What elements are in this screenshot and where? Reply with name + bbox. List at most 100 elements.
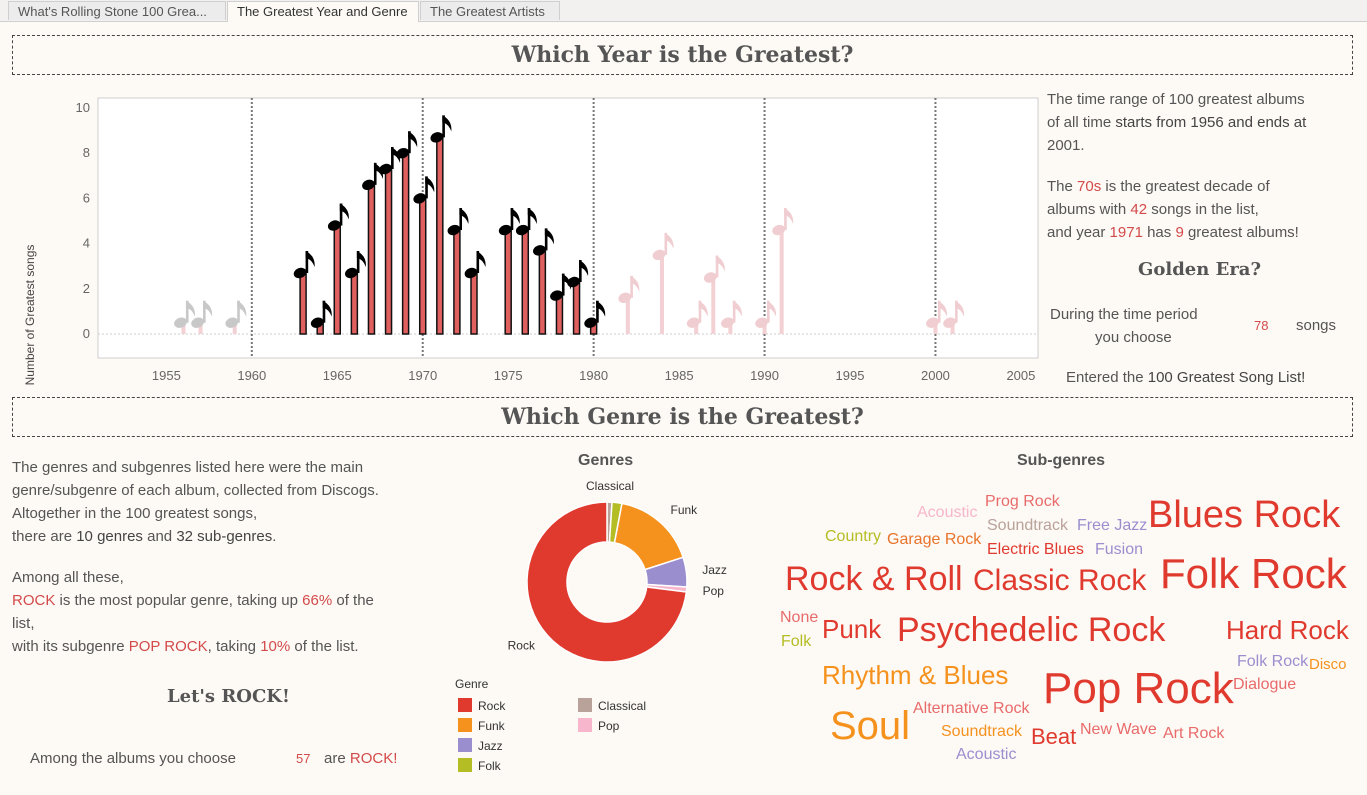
legend-item-pop[interactable]: Pop — [578, 718, 619, 734]
y-tick-label: 4 — [83, 236, 90, 251]
subgenre-word[interactable]: Classic Rock — [973, 564, 1147, 597]
legend-swatch — [458, 718, 472, 732]
subgenre-word[interactable]: Art Rock — [1163, 725, 1225, 742]
subgenre-word[interactable]: Disco — [1309, 656, 1347, 673]
year-chart: Number of Greatest songs 0 2 4 6 8 10 1955 1960… — [23, 97, 1039, 386]
year-bar-1972[interactable] — [446, 208, 469, 335]
subgenre-word[interactable]: Hard Rock — [1226, 615, 1349, 645]
subgenre-word[interactable]: Acoustic — [956, 746, 1017, 763]
subgenre-word[interactable]: Free Jazz — [1077, 517, 1148, 534]
subgenre-word[interactable]: Folk — [781, 633, 812, 650]
year-bar-1976[interactable] — [514, 208, 537, 335]
year-bar-1977[interactable] — [532, 228, 554, 335]
intro-line-2: genre/subgenre of each album, collected … — [12, 482, 379, 499]
intro-line-3: Altogether in the 100 greatest songs, — [12, 505, 258, 522]
subgenre-word[interactable]: Rock & Roll — [785, 560, 963, 598]
y-tick-label: 2 — [83, 281, 90, 296]
legend-item-folk[interactable]: Folk — [458, 758, 501, 774]
donut-label-funk: Funk — [670, 503, 698, 517]
year-bar-2001[interactable] — [942, 300, 965, 334]
year-bar-1966[interactable] — [344, 250, 366, 335]
subgenre-word[interactable]: Soundtrack — [987, 517, 1068, 534]
tab-artists[interactable]: The Greatest Artists — [420, 1, 560, 20]
year-bar-1979[interactable] — [566, 260, 589, 335]
subgenre-word[interactable]: None — [780, 609, 819, 626]
year-bar-1987[interactable] — [702, 255, 725, 335]
year-bar-1957[interactable] — [190, 300, 213, 334]
genres-donut-chart: Classical Funk Jazz Pop Rock — [508, 479, 727, 663]
donut-label-classical: Classical — [586, 479, 634, 493]
year-bar-1991[interactable] — [771, 208, 794, 334]
subgenre-word[interactable]: Psychedelic Rock — [897, 611, 1166, 649]
year-bar-1971[interactable] — [429, 115, 452, 335]
legend-item-classical[interactable]: Classical — [578, 698, 646, 714]
intro-line-5: Among all these, — [12, 569, 124, 586]
year-bar-1968[interactable] — [378, 147, 401, 335]
legend-swatch — [458, 698, 472, 712]
year-bar-1967[interactable] — [361, 162, 384, 335]
subgenre-word[interactable]: Alternative Rock — [913, 700, 1030, 717]
year-bar-1973[interactable] — [463, 250, 486, 335]
year-bar-1980[interactable] — [583, 300, 606, 335]
legend-item-funk[interactable]: Funk — [458, 718, 505, 734]
year-bar-1964[interactable] — [309, 300, 332, 335]
tab-year-genre[interactable]: The Greatest Year and Genre — [227, 1, 419, 22]
x-tick-label: 1990 — [750, 368, 779, 383]
x-tick-label: 1965 — [323, 368, 352, 383]
golden-era-line-1: During the time period — [1050, 306, 1198, 323]
y-tick-label: 8 — [83, 145, 90, 160]
donut-slice-rock[interactable] — [526, 501, 688, 663]
year-bar-1975[interactable] — [497, 208, 520, 335]
x-tick-label: 1975 — [494, 368, 523, 383]
lets-rock-title: Let's ROCK! — [167, 686, 290, 707]
year-bar-1963[interactable] — [292, 250, 315, 335]
year-bar-1984[interactable] — [651, 232, 674, 334]
subgenre-word[interactable]: Beat — [1031, 724, 1077, 749]
subgenre-word[interactable]: Pop Rock — [1043, 664, 1234, 713]
subgenre-word[interactable]: New Wave — [1080, 721, 1157, 738]
legend-label: Pop — [598, 719, 620, 733]
legend-item-jazz[interactable]: Jazz — [458, 738, 503, 754]
x-tick-label: 1955 — [152, 368, 181, 383]
donut-label-pop: Pop — [703, 584, 725, 598]
legend-item-rock[interactable]: Rock — [458, 698, 505, 714]
y-axis-label: Number of Greatest songs — [23, 245, 37, 386]
year-bar-1965[interactable] — [326, 203, 349, 335]
genre-section-title: Which Genre is the Greatest? — [12, 397, 1353, 437]
x-tick-label: 1995 — [836, 368, 865, 383]
subgenre-word[interactable]: Dialogue — [1233, 676, 1297, 693]
year-section-title: Which Year is the Greatest? — [12, 35, 1353, 75]
summary-line-4: The 70s is the greatest decade of — [1047, 178, 1270, 195]
subgenre-word[interactable]: Soundtrack — [941, 723, 1022, 740]
subgenre-word[interactable]: Rhythm & Blues — [822, 660, 1009, 690]
intro-line-1: The genres and subgenres listed here wer… — [12, 459, 364, 476]
subgenre-word[interactable]: Country — [825, 528, 882, 545]
year-bar-1956[interactable] — [173, 300, 196, 334]
subgenre-word[interactable]: Folk Rock — [1160, 550, 1347, 597]
subgenre-word[interactable]: Prog Rock — [985, 493, 1060, 510]
year-bar-2000[interactable] — [925, 300, 948, 334]
subgenre-word[interactable]: Garage Rock — [887, 531, 982, 548]
subgenre-word[interactable]: Electric Blues — [987, 541, 1084, 558]
year-bar-1969[interactable] — [395, 131, 418, 335]
subgenre-word[interactable]: Fusion — [1095, 541, 1144, 558]
subgenre-word[interactable]: Acoustic — [917, 504, 978, 521]
legend-label: Jazz — [478, 739, 503, 753]
subgenre-word[interactable]: Punk — [822, 614, 882, 644]
year-bar-1986[interactable] — [685, 300, 708, 334]
subgenre-word[interactable]: Folk Rock — [1237, 653, 1309, 670]
year-bar-1959[interactable] — [224, 300, 247, 334]
year-bar-1970[interactable] — [412, 176, 435, 335]
golden-era-title: Golden Era? — [1138, 259, 1262, 280]
year-bar-1988[interactable] — [720, 300, 742, 334]
subgenre-word[interactable]: Soul — [830, 704, 911, 748]
x-tick-label: 1980 — [579, 368, 608, 383]
year-bar-1978[interactable] — [549, 273, 572, 335]
subgenre-word[interactable]: Blues Rock — [1148, 494, 1341, 536]
year-bar-1982[interactable] — [617, 275, 640, 334]
tab-overview[interactable]: What's Rolling Stone 100 Grea... — [8, 1, 226, 20]
intro-line-4: there are 10 genres and 32 sub-genres. — [12, 528, 277, 545]
legend-label: Funk — [478, 719, 505, 733]
year-bar-1990[interactable] — [754, 300, 777, 334]
legend-swatch — [458, 758, 472, 772]
